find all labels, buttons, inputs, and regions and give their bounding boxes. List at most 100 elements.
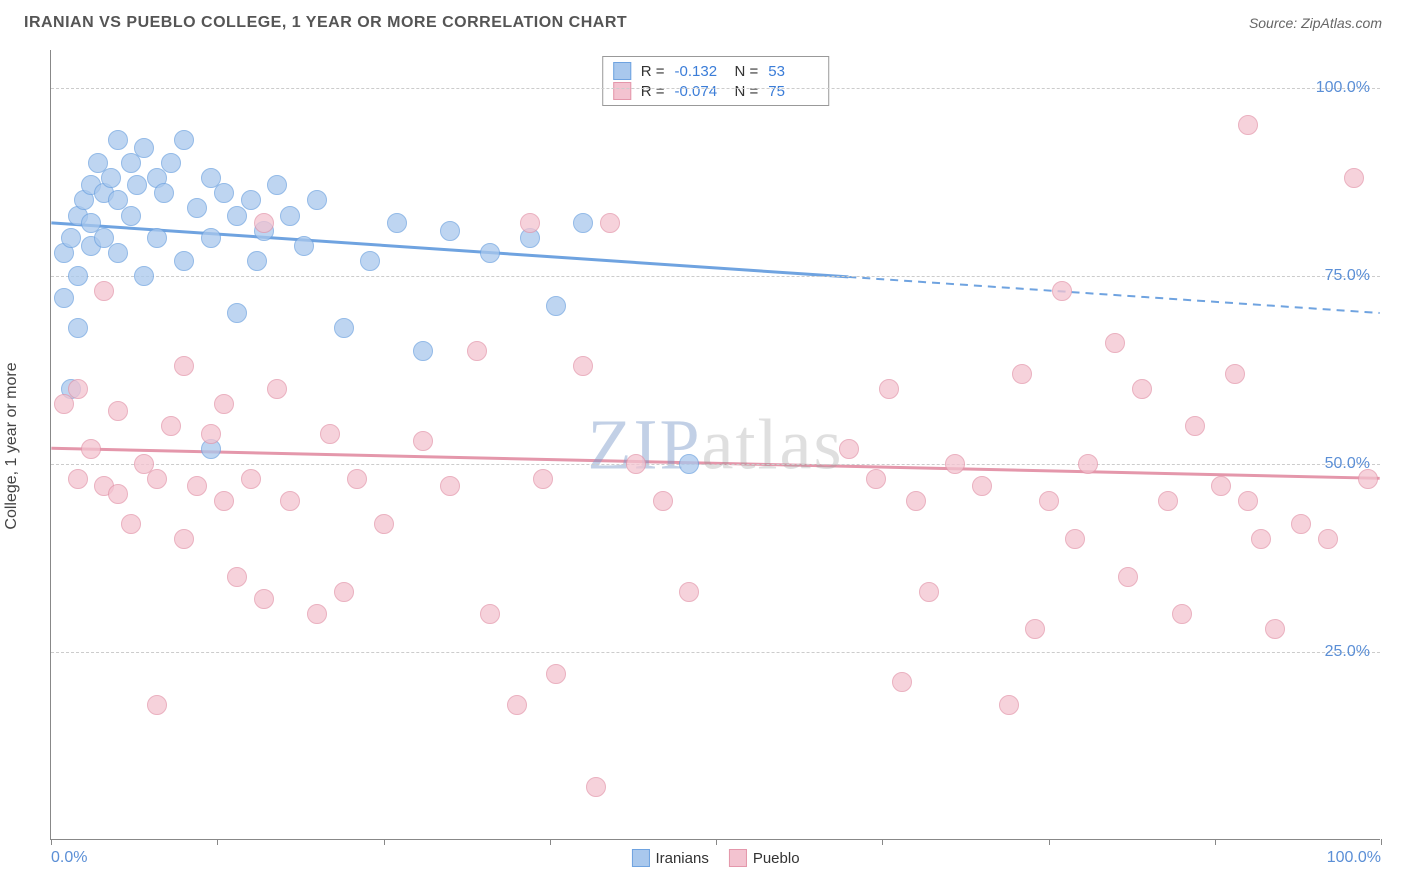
data-point [1012,364,1032,384]
data-point [1225,364,1245,384]
data-point [440,476,460,496]
data-point [480,243,500,263]
chart-title: IRANIAN VS PUEBLO COLLEGE, 1 YEAR OR MOR… [24,14,627,32]
data-point [573,356,593,376]
data-point [573,213,593,233]
data-point [61,228,81,248]
trend-lines [51,50,1380,839]
data-point [374,514,394,534]
data-point [307,190,327,210]
x-tick [1381,839,1382,845]
data-point [214,491,234,511]
data-point [147,228,167,248]
data-point [945,454,965,474]
legend-swatch [613,62,631,80]
data-point [267,379,287,399]
data-point [1238,491,1258,511]
data-point [919,582,939,602]
data-point [892,672,912,692]
data-point [121,206,141,226]
data-point [201,424,221,444]
data-point [533,469,553,489]
gridline [51,464,1380,465]
stat-n-value: 53 [768,63,818,80]
data-point [161,416,181,436]
data-point [1251,529,1271,549]
stat-r-label: R = [641,83,665,100]
data-point [1238,115,1258,135]
data-point [81,439,101,459]
data-point [999,695,1019,715]
data-point [254,213,274,233]
stat-r-value: -0.132 [675,63,725,80]
data-point [294,236,314,256]
series-legend: Iranians Pueblo [631,849,799,867]
data-point [214,394,234,414]
stat-r-value: -0.074 [675,83,725,100]
data-point [101,168,121,188]
legend-swatch [631,849,649,867]
stat-r-label: R = [641,63,665,80]
y-tick-label: 25.0% [1325,643,1370,661]
data-point [1291,514,1311,534]
data-point [1132,379,1152,399]
data-point [68,266,88,286]
data-point [108,401,128,421]
data-point [174,529,194,549]
data-point [214,183,234,203]
gridline [51,652,1380,653]
legend-item: Iranians [631,849,708,867]
data-point [147,695,167,715]
stat-n-label: N = [735,63,759,80]
legend-stat-row: R =-0.074N =75 [613,81,819,101]
data-point [1065,529,1085,549]
data-point [68,379,88,399]
data-point [307,604,327,624]
legend-label: Pueblo [753,850,800,867]
data-point [147,469,167,489]
data-point [187,476,207,496]
data-point [241,190,261,210]
x-tick [716,839,717,845]
legend-item: Pueblo [729,849,800,867]
data-point [679,454,699,474]
data-point [879,379,899,399]
data-point [507,695,527,715]
data-point [480,604,500,624]
data-point [174,130,194,150]
x-tick [550,839,551,845]
data-point [600,213,620,233]
legend-swatch [613,82,631,100]
data-point [280,206,300,226]
gridline [51,276,1380,277]
data-point [320,424,340,444]
data-point [679,582,699,602]
data-point [546,296,566,316]
y-tick-label: 75.0% [1325,267,1370,285]
data-point [906,491,926,511]
x-tick [384,839,385,845]
data-point [134,138,154,158]
legend-swatch [729,849,747,867]
data-point [1118,567,1138,587]
data-point [1318,529,1338,549]
data-point [108,130,128,150]
data-point [1105,333,1125,353]
data-point [1358,469,1378,489]
data-point [866,469,886,489]
legend-label: Iranians [655,850,708,867]
data-point [201,228,221,248]
x-tick [1215,839,1216,845]
data-point [227,303,247,323]
x-tick [51,839,52,845]
data-point [108,243,128,263]
data-point [467,341,487,361]
data-point [108,484,128,504]
x-tick [882,839,883,845]
data-point [546,664,566,684]
data-point [68,469,88,489]
correlation-legend: R =-0.132N =53R =-0.074N =75 [602,56,830,106]
data-point [254,589,274,609]
data-point [1172,604,1192,624]
x-tick [217,839,218,845]
